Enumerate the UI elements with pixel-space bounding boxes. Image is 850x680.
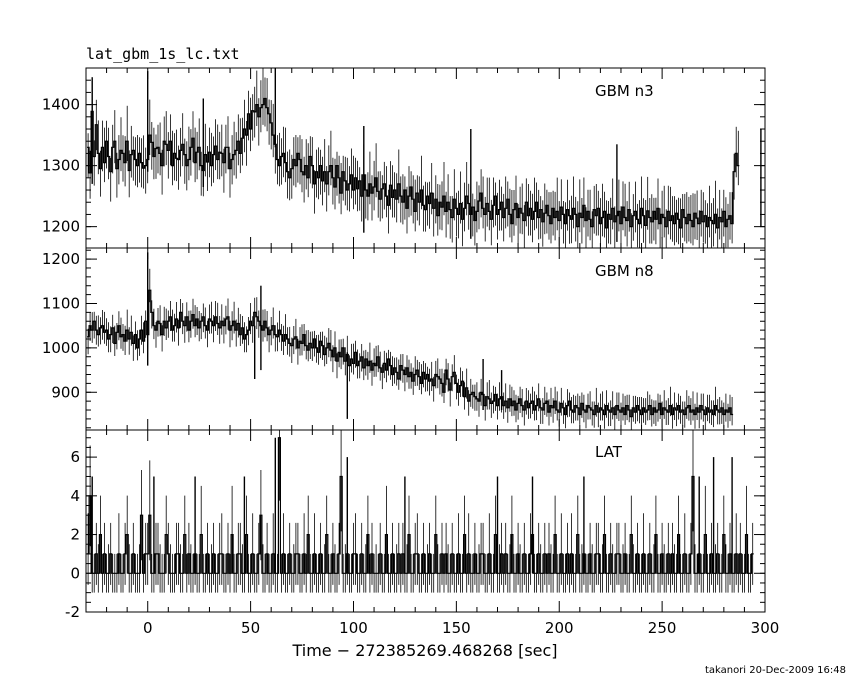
panel-1: 900 1000 1100 1200 GBM n8 [42,247,766,431]
series-step-line [87,289,734,418]
x-tick-label: 50 [241,619,260,637]
y-tick-label: 6 [70,448,80,466]
x-tick-label: 200 [545,619,574,637]
panel-0: 1200 1300 1400 GBM n3 [42,67,766,249]
footer-credit: takanori 20-Dec-2009 16:48 [704,665,846,676]
panel-label: GBM n8 [595,262,654,280]
file-title: lat_gbm_1s_lc.txt [86,45,240,63]
y-tick-label: 4 [70,487,80,505]
panel-data [87,252,734,430]
panel-2: -2 0 2 4 6 LAT [65,429,766,621]
x-tick-label: 0 [143,619,153,637]
y-tick-label: 1200 [42,250,80,268]
y-tick-label: 1300 [42,157,80,175]
y-tick-label: 900 [51,383,80,401]
panel-frame [85,429,766,613]
panel-data [87,68,762,248]
y-tick-label: -2 [65,603,80,621]
series-step-line [87,97,740,229]
x-tick-label: 300 [751,619,780,637]
panel-frame [85,247,766,431]
x-axis-title: Time − 272385269.468268 [sec] [291,641,557,660]
y-tick-label: 1000 [42,339,80,357]
panel-data [87,430,754,593]
x-tick-label: 250 [648,619,677,637]
y-tick-label: 0 [70,564,80,582]
y-tick-label: 1200 [42,218,80,236]
x-tick-label: 100 [339,619,368,637]
panel-label: LAT [595,443,623,461]
x-tick-label: 150 [442,619,471,637]
y-tick-label: 1400 [42,96,80,114]
panel-label: GBM n3 [595,82,654,100]
y-tick-label: 1100 [42,294,80,312]
y-tick-label: 2 [70,526,80,544]
